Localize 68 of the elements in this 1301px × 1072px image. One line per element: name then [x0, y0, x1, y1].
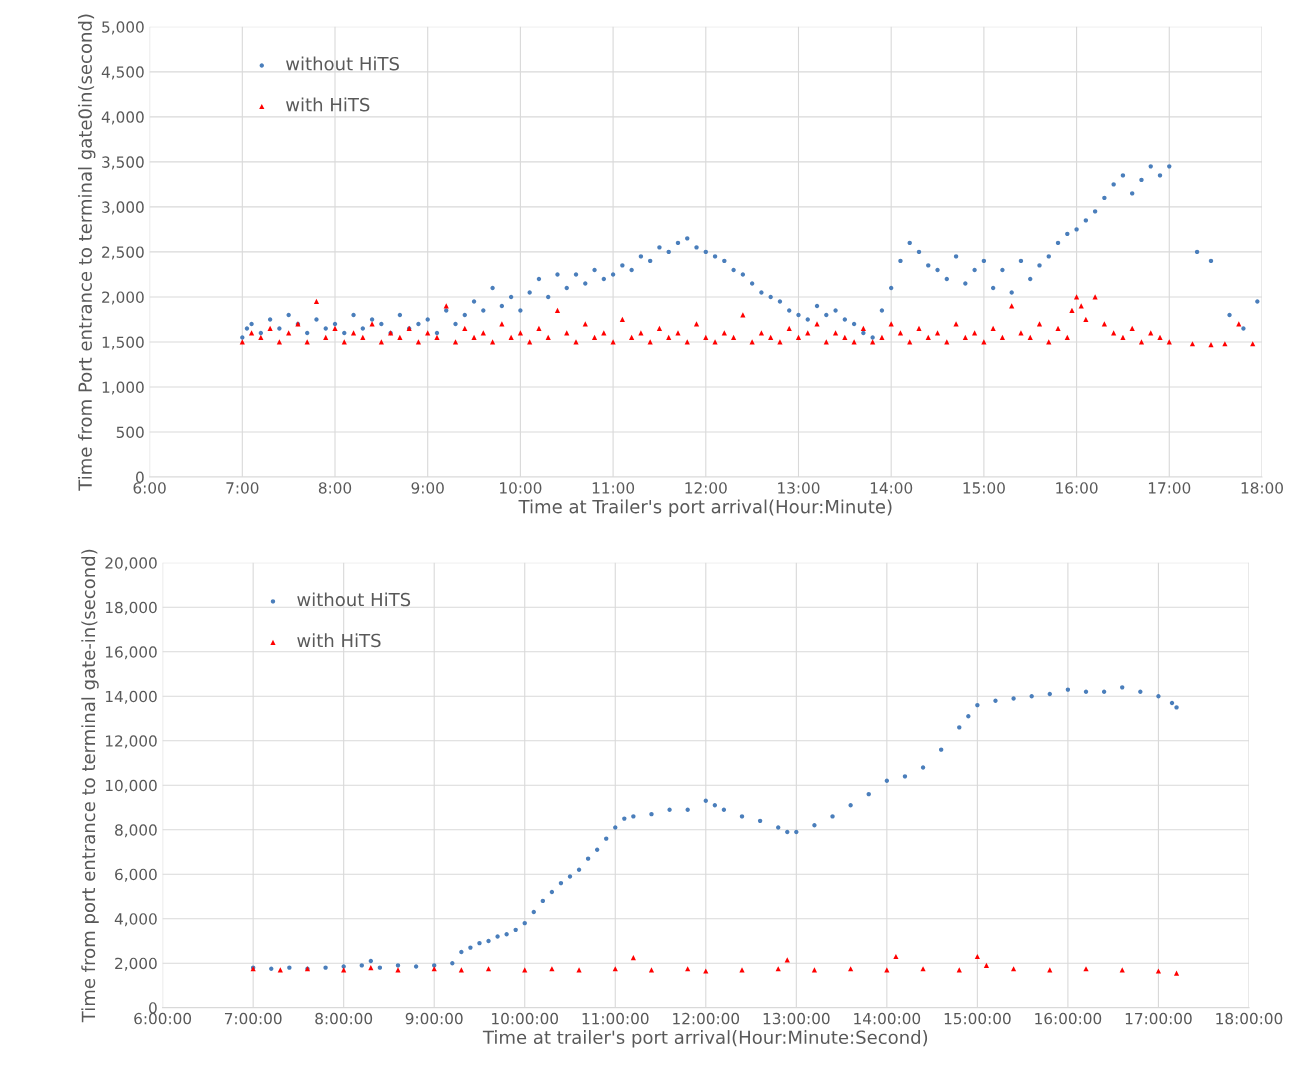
x-tick-label: 10:00	[500, 482, 542, 494]
y-tick-label: 8,000	[115, 824, 157, 838]
point	[1010, 966, 1017, 972]
point	[983, 962, 990, 969]
x-axis-title: Time at trailer's port arrival(Hour:Minute:Second)	[482, 1030, 928, 1048]
y-tick-label: 2,000	[102, 291, 144, 305]
x-tick-label: 12:00	[685, 482, 727, 494]
y-tick-label: 0	[149, 1002, 157, 1014]
y-tick-label: 2,500	[102, 246, 144, 260]
point	[648, 967, 655, 973]
point	[685, 966, 691, 972]
y-tick-label: 4,500	[101, 66, 144, 80]
y-tick-label: 3,000	[102, 201, 144, 215]
y-tick-label: 0	[136, 471, 144, 484]
y-tick-label: 18,000	[105, 601, 157, 615]
point	[1173, 970, 1180, 976]
y-axis-title: Time from port entrance to terminal gate-in(second)	[81, 549, 99, 1023]
x-tick-label: 18:00:00	[1216, 1012, 1283, 1025]
x-tick-label: 6:00	[133, 482, 166, 494]
y-tick-label: 4,000	[114, 913, 157, 927]
x-tick-label: 6:00:00	[134, 1012, 192, 1025]
x-tick-label: 8:00	[318, 482, 352, 494]
point	[974, 953, 980, 960]
point	[630, 955, 636, 961]
y-tick-label: 1,500	[102, 336, 144, 350]
legend-label: without HiTS	[297, 592, 411, 607]
x-tick-label: 15:00:00	[944, 1012, 1011, 1025]
y-tick-label: 20,000	[105, 557, 157, 571]
y-tick-label: 2,000	[115, 957, 157, 971]
x-tick-label: 18:00	[1241, 482, 1283, 494]
y-tick-label: 1,000	[102, 381, 144, 395]
x-tick-label: 11:00	[592, 482, 635, 494]
y-tick-label: 500	[116, 426, 144, 439]
y-tick-label: 16,000	[105, 646, 157, 660]
point	[485, 966, 492, 972]
x-tick-label: 16:00:00	[1035, 1012, 1102, 1025]
x-tick-label: 15:00	[963, 482, 1005, 494]
legend-label: without HiTS	[286, 56, 399, 71]
legend-label: with HiTS	[286, 97, 370, 112]
point	[811, 967, 818, 973]
y-tick-label: 6,000	[115, 868, 157, 882]
y-axis-title: Time from Port entrance to terminal gate0in(second)	[77, 14, 96, 491]
x-tick-label: 11:00:00	[582, 1012, 649, 1025]
x-tick-label: 17:00:00	[1125, 1012, 1192, 1025]
y-tick-label: 3,500	[102, 156, 144, 170]
x-axis-title: Time at Trailer's port arrival(Hour:Minute)	[518, 499, 892, 517]
y-tick-label: 10,000	[105, 779, 157, 793]
x-tick-label: 9:00:00	[405, 1012, 463, 1025]
x-tick-label: 16:00	[1056, 482, 1098, 494]
point	[1155, 968, 1162, 974]
x-tick-label: 10:00:00	[492, 1012, 559, 1025]
y-tick-label: 12,000	[105, 735, 157, 749]
x-tick-label: 14:00:00	[854, 1012, 921, 1025]
x-tick-label: 7:00:00	[224, 1012, 282, 1025]
x-tick-label: 8:00:00	[315, 1012, 373, 1025]
y-tick-label: 5,000	[102, 21, 144, 35]
y-tick-label: 4,000	[101, 111, 144, 125]
y-tick-label: 14,000	[105, 690, 157, 704]
x-tick-label: 14:00	[870, 482, 913, 494]
x-tick-label: 13:00	[778, 482, 820, 494]
x-tick-label: 12:00:00	[673, 1012, 740, 1025]
point	[848, 966, 854, 972]
legend-label: with HiTS	[297, 633, 381, 648]
x-tick-label: 7:00	[226, 482, 259, 494]
x-tick-label: 13:00:00	[763, 1012, 830, 1025]
x-tick-label: 17:00	[1148, 482, 1191, 494]
x-tick-label: 9:00	[411, 482, 444, 494]
point	[703, 968, 709, 974]
